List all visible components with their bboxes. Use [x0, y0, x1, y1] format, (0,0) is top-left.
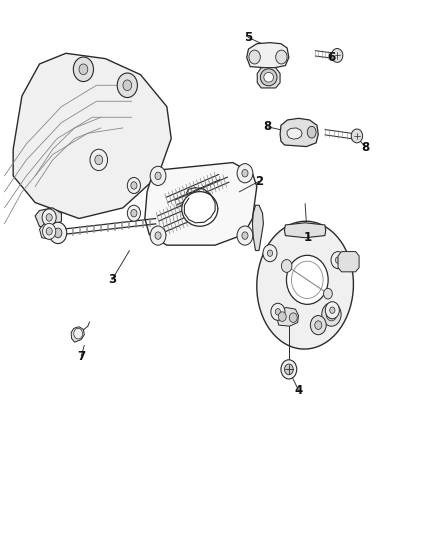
Circle shape	[325, 308, 336, 321]
Circle shape	[46, 228, 52, 235]
Polygon shape	[145, 163, 256, 245]
Circle shape	[281, 260, 291, 272]
Circle shape	[42, 209, 56, 226]
Circle shape	[329, 307, 334, 313]
Circle shape	[237, 226, 252, 245]
Circle shape	[117, 73, 137, 98]
Ellipse shape	[181, 192, 217, 227]
Circle shape	[127, 205, 140, 221]
Circle shape	[73, 57, 93, 82]
Circle shape	[275, 309, 280, 315]
Circle shape	[314, 321, 321, 329]
Circle shape	[325, 302, 339, 319]
Ellipse shape	[286, 255, 328, 304]
Polygon shape	[39, 222, 59, 240]
Text: 1: 1	[303, 231, 311, 244]
Circle shape	[330, 252, 344, 269]
Circle shape	[284, 364, 293, 375]
Ellipse shape	[256, 221, 353, 349]
Circle shape	[131, 209, 137, 217]
Circle shape	[335, 257, 340, 263]
Circle shape	[280, 360, 296, 379]
Polygon shape	[246, 43, 288, 68]
Polygon shape	[279, 118, 318, 147]
Circle shape	[46, 214, 52, 221]
Text: 4: 4	[294, 384, 302, 397]
Circle shape	[74, 328, 82, 339]
Polygon shape	[252, 205, 263, 251]
Circle shape	[323, 288, 332, 299]
Circle shape	[321, 303, 340, 326]
Circle shape	[241, 232, 247, 239]
Text: 8: 8	[263, 120, 271, 133]
Polygon shape	[71, 327, 84, 342]
Circle shape	[275, 50, 286, 64]
Circle shape	[127, 177, 140, 193]
Polygon shape	[284, 223, 325, 238]
Circle shape	[150, 166, 166, 185]
Circle shape	[49, 222, 67, 244]
Text: 3: 3	[108, 273, 116, 286]
Circle shape	[262, 245, 276, 262]
Circle shape	[155, 232, 161, 239]
Circle shape	[131, 182, 137, 189]
Circle shape	[278, 312, 286, 321]
Text: 8: 8	[360, 141, 368, 154]
Circle shape	[90, 149, 107, 171]
Circle shape	[289, 313, 297, 322]
Circle shape	[237, 164, 252, 183]
Circle shape	[95, 155, 102, 165]
Circle shape	[270, 303, 284, 320]
Polygon shape	[276, 308, 298, 326]
Circle shape	[310, 316, 325, 335]
Circle shape	[155, 172, 161, 180]
Polygon shape	[286, 128, 301, 139]
Circle shape	[54, 228, 62, 238]
Circle shape	[248, 50, 260, 64]
Circle shape	[331, 49, 342, 62]
Ellipse shape	[263, 72, 273, 82]
Polygon shape	[35, 208, 61, 227]
Text: 2: 2	[254, 175, 262, 188]
Text: 5: 5	[244, 31, 251, 44]
Circle shape	[350, 129, 362, 143]
Text: 6: 6	[327, 51, 335, 64]
Text: 7: 7	[77, 350, 85, 362]
Polygon shape	[337, 252, 358, 272]
Circle shape	[241, 169, 247, 177]
Circle shape	[123, 80, 131, 91]
Circle shape	[42, 223, 56, 239]
Polygon shape	[13, 53, 171, 219]
Ellipse shape	[260, 69, 276, 86]
Ellipse shape	[307, 126, 315, 138]
Circle shape	[150, 226, 166, 245]
Circle shape	[79, 64, 88, 75]
Circle shape	[267, 250, 272, 256]
Polygon shape	[257, 68, 279, 88]
